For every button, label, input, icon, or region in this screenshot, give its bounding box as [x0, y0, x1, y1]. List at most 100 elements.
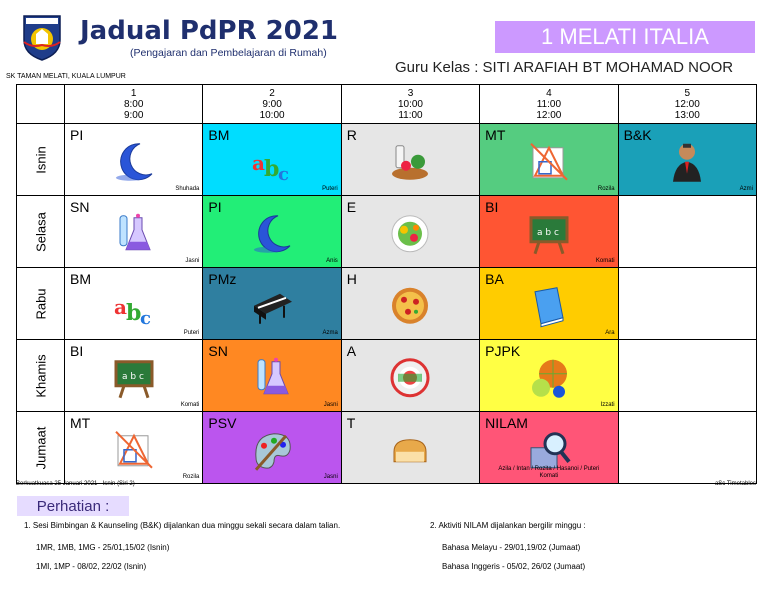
lesson-cell: MT Rozila: [479, 123, 619, 196]
svg-text:a b c: a b c: [122, 371, 144, 381]
svg-text:b: b: [126, 299, 141, 325]
timetable-grid: 1 8:00 9:00 2 9:00 10:00 3 10:00 11:00 4 11:00 1…: [16, 84, 758, 484]
teacher-name: Komati: [595, 258, 615, 264]
teacher-name: Ara: [605, 330, 615, 336]
lesson-cell: BI a b c Komati: [63, 339, 204, 412]
generator-credit: aSc Timetables: [714, 481, 756, 487]
teacher-name: Azmi: [739, 186, 753, 192]
geometry-icon: [530, 142, 568, 180]
day-label-cell: Khamis: [16, 339, 65, 412]
subject-code: PI: [70, 127, 84, 143]
lab-flask-icon: [257, 357, 289, 394]
subject-code: A: [346, 343, 357, 359]
lesson-cell: BA Ara: [479, 267, 619, 340]
period-start: 8:00: [123, 98, 144, 110]
note-nilam: 2. Aktiviti NILAM dijalankan bergilir mi…: [430, 521, 586, 530]
lesson-cell: R: [340, 123, 481, 196]
note-bk-schedule: 1MI, 1MP - 08/02, 22/02 (Isnin): [36, 562, 147, 571]
day-row: Selasa SN Jasni PI Anis E BI a b c Komati: [16, 195, 758, 268]
day-label-cell: Rabu: [16, 267, 65, 340]
geometry-icon: [114, 430, 153, 468]
svg-text:a b c: a b c: [537, 227, 559, 237]
sushi-icon: [390, 357, 430, 397]
lesson-cell: [617, 339, 758, 412]
period-number: 3: [407, 87, 414, 99]
subject-code: H: [346, 271, 357, 287]
lesson-cell: NILAM Azila / Intan / Rozita / Hasanoi / …: [479, 411, 619, 484]
lesson-cell: E: [340, 195, 481, 268]
subject-code: NILAM: [485, 415, 528, 431]
moon-icon: [115, 142, 153, 181]
subject-code: PI: [208, 199, 222, 215]
period-header: 5 12:00 13:00: [617, 84, 758, 124]
lesson-cell: A: [340, 339, 481, 412]
period-end: 9:00: [123, 109, 144, 121]
lesson-cell: PSV Jasni: [202, 411, 342, 484]
lab-flask-icon: [119, 213, 151, 250]
day-label: Isnin: [33, 145, 48, 174]
lesson-cell: SN Jasni: [202, 339, 342, 412]
subject-code: B&K: [623, 127, 652, 143]
lesson-cell: B&K Azmi: [617, 123, 758, 196]
teacher-name: Puteri: [322, 186, 338, 192]
period-end: 12:00: [536, 109, 562, 121]
period-number: 2: [269, 87, 275, 99]
subject-code: T: [346, 415, 356, 431]
subject-code: MT: [485, 127, 506, 143]
sports-balls-icon: [531, 359, 567, 398]
subject-code: BM: [208, 127, 230, 143]
lesson-cell: MT Rozila: [63, 411, 204, 484]
period-start: 10:00: [397, 98, 423, 110]
period-start: 12:00: [674, 98, 700, 110]
teacher-name: Jasni: [323, 402, 338, 408]
teacher-name: Jasni: [185, 258, 200, 264]
day-label: Jumaat: [33, 426, 48, 469]
note-bk-schedule: 1MR, 1MB, 1MG - 25/01,15/02 (Isnin): [36, 543, 170, 552]
book-icon: [534, 286, 564, 327]
day-row: Rabu BM a b c Puteri PMz Azma H BA Ara: [16, 267, 758, 340]
period-end: 13:00: [674, 109, 700, 121]
lesson-cell: H: [340, 267, 481, 340]
teacher-name: Rozila: [597, 186, 615, 192]
page-subtitle: (Pengajaran dan Pembelajaran di Rumah): [130, 47, 327, 59]
lesson-cell: T: [340, 411, 481, 484]
lesson-cell: BM a b c Puteri: [202, 123, 342, 196]
period-start: 9:00: [262, 98, 282, 110]
subject-code: BI: [485, 199, 499, 215]
lesson-cell: PMz Azma: [202, 267, 342, 340]
subject-code: BI: [70, 343, 84, 359]
period-number: 4: [546, 87, 552, 99]
subject-code: BM: [70, 271, 91, 287]
day-label-cell: Isnin: [16, 123, 65, 196]
notice-title: Perhatian :: [17, 496, 129, 516]
effective-date: Berkuatkuasa 25 Januari 2021 - Isnin (Si…: [16, 481, 135, 487]
day-label: Khamis: [33, 353, 48, 398]
period-header: 3 10:00 11:00: [340, 84, 481, 124]
day-label: Rabu: [33, 287, 48, 320]
lesson-cell: SN Jasni: [63, 195, 204, 268]
bread-icon: [393, 438, 427, 462]
svg-text:a: a: [114, 294, 127, 318]
note-bk: 1. Sesi Bimbingan & Kaunseling (B&K) dij…: [24, 521, 341, 530]
abc-letters-icon: a bc: [114, 294, 151, 327]
lesson-cell: PI Anis: [202, 195, 342, 268]
moon-icon: [254, 214, 291, 253]
teacher-name: Izzati: [600, 402, 615, 408]
period-number: 1: [130, 87, 137, 99]
period-header-row: 1 8:00 9:00 2 9:00 10:00 3 10:00 11:00 4 11:00 1…: [16, 84, 758, 124]
note-nilam-schedule: Bahasa Melayu - 29/01,19/02 (Jumaat): [442, 543, 581, 552]
note-nilam-schedule: Bahasa Inggeris - 05/02, 26/02 (Jumaat): [442, 562, 586, 571]
class-teacher: Guru Kelas : SITI ARAFIAH BT MOHAMAD NOO…: [395, 59, 734, 76]
school-logo: [23, 15, 61, 61]
lesson-cell: PJPK Izzati: [479, 339, 619, 412]
teacher-name: Azma: [322, 330, 338, 336]
paint-palette-icon: [254, 432, 291, 471]
class-name-badge: 1 MELATI ITALIA: [495, 21, 755, 53]
lesson-cell: [617, 411, 758, 484]
school-name: SK TAMAN MELATI, KUALA LUMPUR: [6, 73, 126, 80]
magnifier-book-icon: [530, 431, 571, 468]
subject-code: R: [346, 127, 357, 143]
day-row: Khamis BI a b c Komati SN Jasni A PJPK Izzati: [16, 339, 758, 412]
timetable: 1 8:00 9:00 2 9:00 10:00 3 10:00 11:00 4 11:00 1…: [16, 84, 758, 484]
subject-code: E: [346, 199, 357, 215]
